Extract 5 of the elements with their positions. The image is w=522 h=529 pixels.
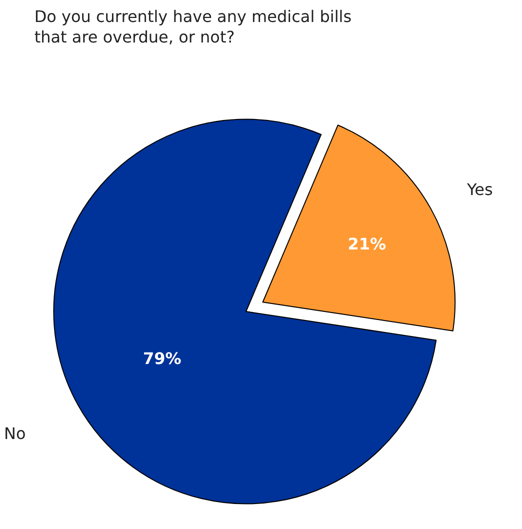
chart-title: Do you currently have any medical bills that are overdue, or not? [34, 6, 352, 47]
slice-label: No [4, 424, 26, 443]
data-label: 21% [348, 234, 386, 254]
slice-label: Yes [466, 180, 493, 199]
data-label: 79% [142, 348, 182, 368]
